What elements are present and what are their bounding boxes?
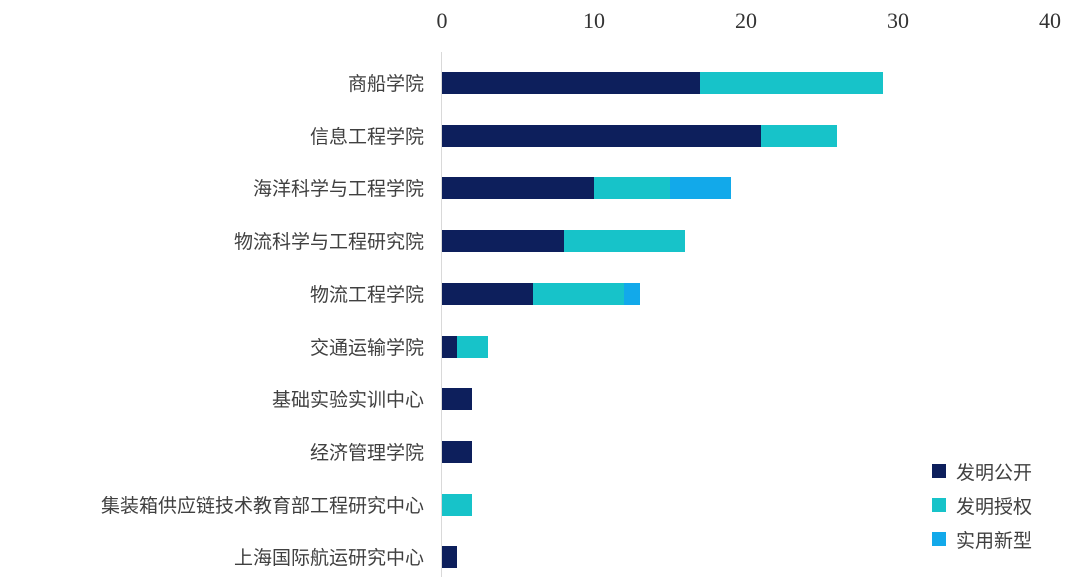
bar-segment xyxy=(442,282,534,305)
stacked-bar xyxy=(442,124,838,147)
bar-row: 集装箱供应链技术教育部工程研究中心 xyxy=(0,493,1080,518)
stacked-bar xyxy=(442,230,686,253)
bar-row: 信息工程学院 xyxy=(0,124,1080,149)
x-tick-label: 40 xyxy=(1039,8,1061,33)
category-label: 交通运输学院 xyxy=(309,336,424,359)
bar-segment xyxy=(442,72,701,94)
bar-segment xyxy=(670,177,731,200)
bar-segment xyxy=(533,282,625,305)
stacked-bar xyxy=(442,388,473,411)
stacked-bar xyxy=(442,493,473,516)
bar-row: 基础实验实训中心 xyxy=(0,388,1080,412)
category-label: 集装箱供应链技术教育部工程研究中心 xyxy=(100,494,424,517)
legend-label: 发明授权 xyxy=(956,495,1033,518)
category-label: 物流工程学院 xyxy=(309,283,424,306)
stacked-bar xyxy=(442,546,458,569)
bar-segment xyxy=(442,546,458,569)
category-label: 海洋科学与工程学院 xyxy=(252,178,424,201)
category-label: 上海国际航运研究中心 xyxy=(233,547,424,570)
legend-item: 发明授权 xyxy=(932,488,1032,522)
category-label: 基础实验实训中心 xyxy=(271,389,424,412)
legend-item: 实用新型 xyxy=(932,522,1032,556)
bar-row: 物流科学与工程研究院 xyxy=(0,230,1080,254)
category-label: 物流科学与工程研究院 xyxy=(233,231,424,254)
legend-swatch-icon xyxy=(932,464,946,478)
y-axis-line xyxy=(441,52,442,577)
bar-segment xyxy=(442,230,564,253)
bar-row: 商船学院 xyxy=(0,72,1080,96)
category-label: 商船学院 xyxy=(347,73,424,95)
bar-segment xyxy=(442,124,762,147)
category-label: 经济管理学院 xyxy=(309,441,424,464)
legend-swatch-icon xyxy=(932,532,946,546)
bar-segment xyxy=(442,493,473,516)
x-tick-label: 10 xyxy=(583,8,605,33)
bar-row: 上海国际航运研究中心 xyxy=(0,546,1080,570)
bar-segment xyxy=(457,335,488,358)
bar-segment xyxy=(442,388,473,411)
x-tick-label: 0 xyxy=(436,8,448,33)
bar-row: 交通运输学院 xyxy=(0,335,1080,360)
x-tick-label: 30 xyxy=(887,8,909,33)
stacked-bar xyxy=(442,72,883,94)
legend-label: 发明公开 xyxy=(956,461,1033,484)
bar-segment xyxy=(761,124,838,147)
bar-row: 海洋科学与工程学院 xyxy=(0,177,1080,201)
bar-segment xyxy=(700,72,883,94)
bar-segment xyxy=(442,440,473,463)
stacked-bar xyxy=(442,282,640,305)
stacked-bar xyxy=(442,440,473,463)
stacked-bar xyxy=(442,177,731,200)
bar-segment xyxy=(442,177,594,200)
stacked-bar xyxy=(442,335,488,358)
bar-row: 经济管理学院 xyxy=(0,440,1080,465)
category-label: 信息工程学院 xyxy=(309,125,424,148)
bar-segment xyxy=(594,177,670,200)
legend-swatch-icon xyxy=(932,498,946,512)
legend: 发明公开发明授权实用新型 xyxy=(932,454,1032,556)
bar-segment xyxy=(563,230,686,253)
bar-row: 物流工程学院 xyxy=(0,282,1080,307)
bar-segment xyxy=(624,282,640,305)
legend-item: 发明公开 xyxy=(932,454,1032,488)
bar-segment xyxy=(442,335,458,358)
x-tick-label: 20 xyxy=(735,8,757,33)
legend-label: 实用新型 xyxy=(956,529,1033,552)
